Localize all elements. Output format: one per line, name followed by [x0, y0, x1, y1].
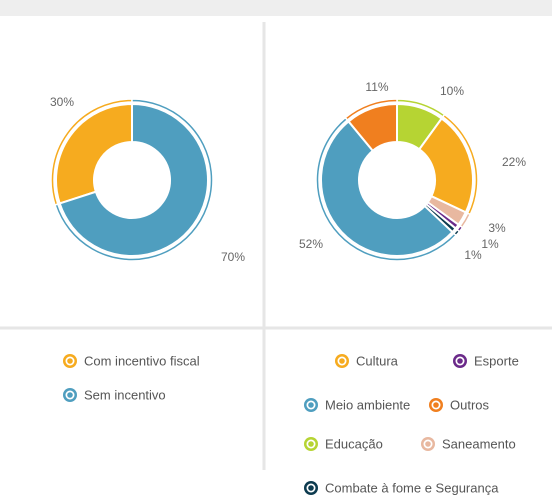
slice-label: 1%: [481, 237, 499, 251]
legend-marker-dot: [425, 441, 431, 447]
pie-slice-rim: [344, 98, 398, 121]
legend-marker-dot: [339, 358, 345, 364]
legend-label: Outros: [450, 397, 490, 412]
slice-label: 1%: [464, 248, 482, 262]
legend-label: Com incentivo fiscal: [84, 353, 200, 368]
legend-marker-dot: [308, 441, 314, 447]
legend-label: Educação: [325, 436, 383, 451]
slice-label: 70%: [221, 250, 245, 264]
legend-label: Esporte: [474, 353, 519, 368]
top-band: [0, 0, 552, 16]
legend-label: Meio ambiente: [325, 397, 410, 412]
legend-label: Saneamento: [442, 436, 516, 451]
pie-slice: [58, 102, 209, 257]
slice-label: 30%: [50, 95, 74, 109]
slice-label: 22%: [502, 155, 526, 169]
slice-label: 10%: [440, 84, 464, 98]
slice-label: 52%: [299, 237, 323, 251]
legend-marker-dot: [433, 402, 439, 408]
pie-slice: [320, 120, 454, 257]
slice-label: 3%: [488, 221, 506, 235]
legend-label: Sem incentivo: [84, 387, 166, 402]
legend-marker-dot: [457, 358, 463, 364]
pie-slice: [55, 102, 133, 205]
legend-marker-dot: [67, 358, 73, 364]
legend-marker-dot: [67, 392, 73, 398]
legend-marker-dot: [308, 485, 314, 491]
slice-label: 11%: [365, 80, 388, 94]
legend-label: Combate à fome e Segurança: [325, 480, 499, 495]
pie-slice-rim: [54, 98, 214, 262]
legend-marker-dot: [308, 402, 314, 408]
pie-slice: [347, 102, 398, 153]
legend-label: Cultura: [356, 353, 399, 368]
